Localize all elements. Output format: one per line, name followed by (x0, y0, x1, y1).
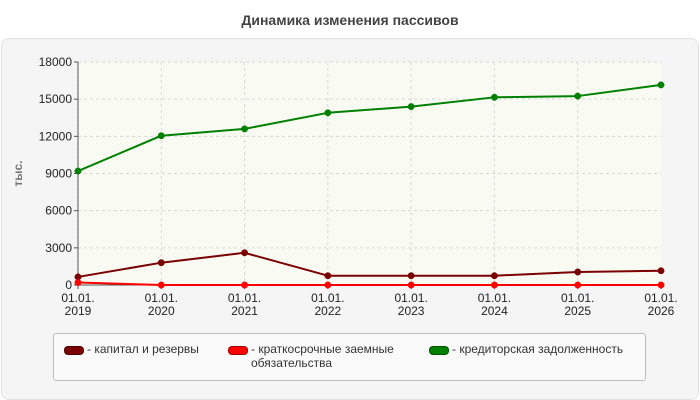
legend-item-payables: - кредиторская задолженность (429, 342, 623, 356)
data-point (574, 281, 582, 289)
data-point (324, 109, 332, 117)
data-point (74, 167, 82, 175)
x-tick-label: 01.01. 2025 (561, 291, 594, 318)
y-axis-label: тыс. (11, 160, 25, 186)
data-point (241, 249, 249, 257)
y-tick-label: 9000 (45, 167, 72, 181)
y-tick-label: 18000 (39, 55, 73, 69)
legend: - капитал и резервы - краткосрочные заем… (53, 333, 646, 381)
x-tick-label: 01.01. 2026 (644, 291, 677, 318)
series-line (77, 281, 661, 286)
data-point (407, 103, 415, 111)
data-point (324, 272, 332, 280)
data-point (657, 281, 665, 289)
data-point (157, 132, 165, 140)
x-tick-label: 01.01. 2023 (394, 291, 427, 318)
y-tick-label: 12000 (39, 129, 73, 143)
series-lines (74, 81, 665, 289)
legend-item-short-term-loans: - краткосрочные заемные обязательства (228, 342, 401, 370)
chart-title: Динамика изменения пассивов (241, 12, 459, 28)
series-line (77, 251, 662, 278)
data-point (241, 281, 249, 289)
legend-label-payables: - кредиторская задолженность (452, 342, 624, 356)
legend-label-short-term-loans: - краткосрочные заемные обязательства (251, 342, 394, 370)
legend-item-capital: - капитал и резервы (64, 342, 199, 356)
y-tick-label: 15000 (39, 92, 73, 106)
legend-swatch-capital (64, 346, 84, 355)
legend-swatch-payables (429, 346, 449, 355)
y-tick-label: 3000 (45, 241, 72, 255)
x-tick-label: 01.01. 2020 (145, 291, 178, 318)
data-point (407, 281, 415, 289)
data-point (324, 281, 332, 289)
y-tick-label: 0 (65, 278, 72, 292)
series-line (77, 83, 662, 172)
data-point (657, 81, 665, 89)
x-tick-label: 01.01. 2019 (61, 291, 94, 318)
data-point (490, 281, 498, 289)
legend-swatch-short-term-loans (228, 346, 248, 355)
data-point (657, 267, 665, 275)
x-tick-label: 01.01. 2021 (228, 291, 261, 318)
y-tick-label: 6000 (45, 204, 72, 218)
data-point (490, 272, 498, 280)
data-point (157, 259, 165, 267)
tick-labels: 0 3000 6000 9000 12000 15000 18000 01.01. 2019 01… (39, 55, 678, 318)
data-point (241, 125, 249, 133)
data-point (490, 93, 498, 101)
data-point (574, 92, 582, 100)
x-tick-label: 01.01. 2024 (478, 291, 511, 318)
data-point (407, 272, 415, 280)
data-point (157, 281, 165, 289)
data-point (574, 268, 582, 276)
data-point (74, 279, 82, 286)
series-1 (74, 279, 665, 289)
x-tick-label: 01.01. 2022 (311, 291, 344, 318)
series-0 (74, 249, 665, 281)
legend-label-capital: - капитал и резервы (87, 342, 199, 356)
series-2 (74, 81, 665, 175)
